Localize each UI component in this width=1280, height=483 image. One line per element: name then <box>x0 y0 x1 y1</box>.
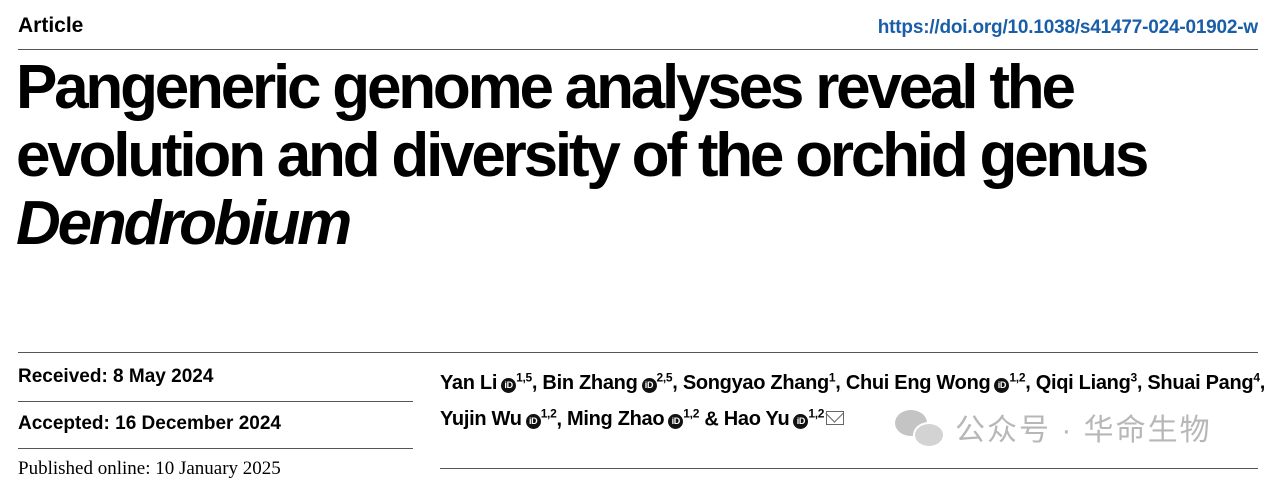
author-item[interactable]: Chui Eng Wong iD1,2 <box>845 370 1026 394</box>
author-item[interactable]: Qiqi Liang3 <box>1035 370 1138 394</box>
orcid-icon[interactable]: iD <box>668 414 684 430</box>
date-divider-2 <box>18 448 413 449</box>
affiliation-superscript: 1,5 <box>516 370 532 384</box>
affiliation-superscript: 1 <box>828 370 836 384</box>
orcid-icon[interactable]: iD <box>641 377 657 393</box>
accepted-date: Accepted: 16 December 2024 <box>18 413 281 434</box>
author-name[interactable]: Yujin Wu <box>440 408 522 431</box>
title-line-1: Pangeneric genome analyses reveal the <box>16 53 1076 122</box>
watermark-text: 公众号 · 华命生物 <box>955 414 1212 447</box>
affiliation-superscript: 2,5 <box>656 370 673 384</box>
author-item[interactable]: Songyao Zhang1 <box>682 370 836 394</box>
author-name[interactable]: Shuai Pang <box>1147 371 1254 394</box>
author-name[interactable]: Yan Li <box>440 371 498 394</box>
author-item[interactable]: Yan Li iD1,5 <box>440 370 532 394</box>
abstract-divider <box>440 468 1258 469</box>
watermark: 公众号 · 华命生物 <box>895 405 1212 449</box>
author-list: Yan Li iD1,5, Bin Zhang iD2,5, Songyao Zha… <box>440 370 1265 431</box>
doi-link[interactable]: https://doi.org/10.1038/s41477-024-01902… <box>877 17 1258 38</box>
author-name[interactable]: Chui Eng Wong <box>845 371 991 394</box>
article-title: Pangeneric genome analyses reveal the ev… <box>16 54 1266 258</box>
title-genus: Dendrobium <box>16 189 352 258</box>
author-item[interactable]: Hao Yu iD1,2 <box>723 406 825 431</box>
author-name[interactable]: Songyao Zhang <box>682 371 829 394</box>
metadata-divider <box>18 352 1258 353</box>
author-item[interactable]: Ming Zhao iD1,2 <box>567 406 700 431</box>
orcid-icon[interactable]: iD <box>793 414 809 430</box>
author-name[interactable]: Qiqi Liang <box>1035 371 1131 394</box>
affiliation-superscript: 1,2 <box>540 406 557 421</box>
affiliation-superscript: 1,2 <box>1009 370 1026 384</box>
affiliation-superscript: 1,2 <box>808 406 825 421</box>
author-item[interactable]: Yujin Wu iD1,2 <box>440 406 557 431</box>
wechat-icon <box>895 408 945 448</box>
author-item[interactable]: Bin Zhang iD2,5 <box>542 370 673 394</box>
author-name[interactable]: Bin Zhang <box>542 371 638 394</box>
email-icon[interactable] <box>826 411 845 426</box>
orcid-icon[interactable]: iD <box>994 377 1010 393</box>
author-name[interactable]: Hao Yu <box>723 408 790 431</box>
author-name[interactable]: Ming Zhao <box>567 408 665 431</box>
received-date: Received: 8 May 2024 <box>18 366 214 387</box>
title-line-2: evolution and diversity of the orchid ge… <box>16 121 1149 190</box>
author-item[interactable]: Shuai Pang4 <box>1147 370 1260 394</box>
published-date: Published online: 10 January 2025 <box>18 458 281 479</box>
affiliation-superscript: 4 <box>1253 370 1260 384</box>
affiliation-superscript: 1,2 <box>683 406 700 421</box>
orcid-icon[interactable]: iD <box>525 414 541 430</box>
date-divider-1 <box>18 401 413 402</box>
article-type-label: Article <box>18 14 84 37</box>
header-divider <box>18 49 1258 50</box>
affiliation-superscript: 3 <box>1130 370 1138 384</box>
orcid-icon[interactable]: iD <box>501 377 517 393</box>
